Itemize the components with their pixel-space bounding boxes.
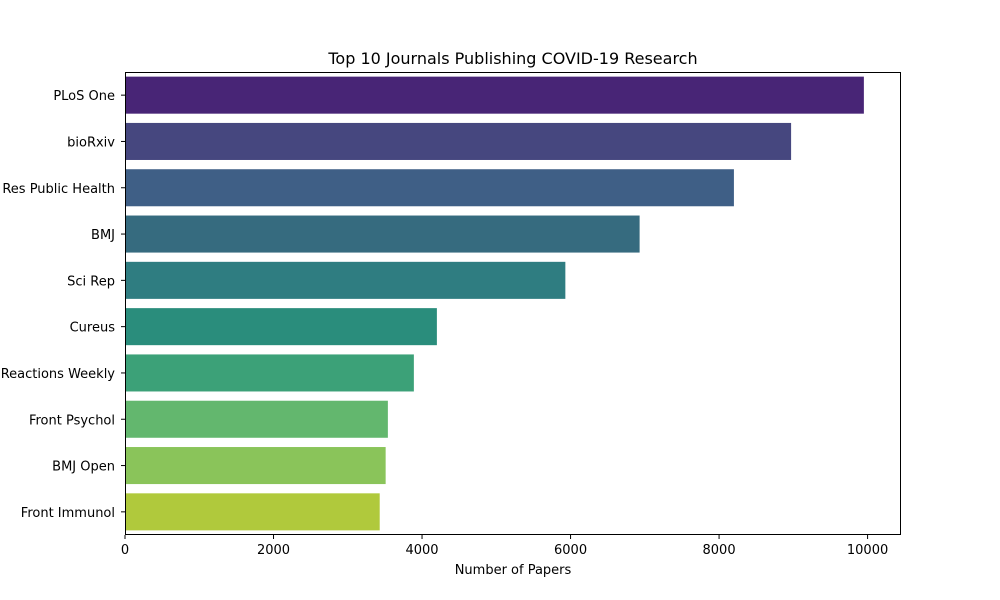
y-tick-label: Int J Environ Res Public Health xyxy=(0,182,115,197)
plot-frame xyxy=(125,72,901,535)
x-tick-label: 2000 xyxy=(257,543,290,558)
bar-9 xyxy=(125,493,380,531)
bars-group xyxy=(125,76,864,531)
y-tick-label: Front Psychol xyxy=(29,413,115,428)
bar-1 xyxy=(125,122,792,160)
y-tick-label: Front Immunol xyxy=(21,506,115,521)
x-tick-label: 0 xyxy=(121,543,129,558)
bar-7 xyxy=(125,400,388,438)
bar-8 xyxy=(125,447,386,485)
bar-3 xyxy=(125,215,640,253)
x-axis: 0 2000 4000 6000 8000 10000 xyxy=(121,535,888,558)
chart-title: Top 10 Journals Publishing COVID-19 Rese… xyxy=(327,49,697,68)
y-tick-label: Cureus xyxy=(70,321,116,336)
x-axis-label: Number of Papers xyxy=(455,563,572,578)
y-tick-label: PLoS One xyxy=(53,89,115,104)
y-tick-label: BMJ Open xyxy=(52,460,115,475)
x-tick-label: 6000 xyxy=(554,543,587,558)
bar-2 xyxy=(125,169,734,207)
bar-6 xyxy=(125,354,414,392)
y-axis: PLoS One bioRxiv Int J Environ Res Public … xyxy=(0,89,125,521)
x-tick-label: 10000 xyxy=(847,543,888,558)
bar-5 xyxy=(125,308,437,346)
y-tick-label: BMJ xyxy=(91,228,115,243)
y-tick-label: bioRxiv xyxy=(67,135,115,150)
bar-0 xyxy=(125,76,864,114)
x-tick-label: 8000 xyxy=(703,543,736,558)
x-tick-label: 4000 xyxy=(405,543,438,558)
y-tick-label: Reactions Weekly xyxy=(1,367,116,382)
y-tick-label: Sci Rep xyxy=(67,274,115,289)
bar-4 xyxy=(125,261,566,299)
